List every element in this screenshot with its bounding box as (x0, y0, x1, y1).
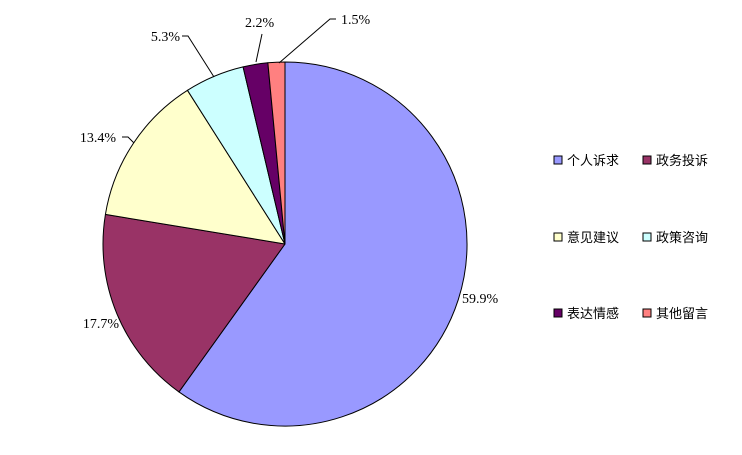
label-leader-lines (122, 18, 336, 144)
slice-percent-label: 17.7% (83, 317, 120, 332)
slice-percent-label: 1.5% (341, 13, 371, 28)
pie-slice (102, 213, 286, 393)
legend-swatch (642, 232, 652, 242)
legend-label: 政务投诉 (656, 153, 708, 169)
leader-line (122, 136, 135, 144)
legend-label: 个人诉求 (567, 154, 619, 169)
slice-percent-label: 5.3% (151, 30, 181, 45)
pie-slices (102, 61, 468, 427)
pie-slice (178, 61, 468, 427)
leader-line (278, 18, 336, 64)
legend-swatch (553, 308, 563, 318)
leader-line (255, 33, 263, 63)
pie-slice (267, 61, 286, 245)
leader-line (182, 35, 215, 78)
pie-slice (104, 89, 286, 245)
legend-swatch (553, 155, 563, 165)
legend-swatch (553, 232, 563, 242)
legend-label: 表达情感 (567, 306, 619, 322)
slice-percent-label: 13.4% (80, 131, 117, 146)
slice-percent-label: 59.9% (462, 292, 499, 307)
legend-label: 政策咨询 (656, 230, 708, 246)
percent-labels: 59.9% 17.7% 13.4% 5.3% 2.2% 1.5% (80, 13, 499, 332)
legend-label: 其他留言 (656, 307, 708, 322)
legend-swatch (642, 308, 652, 318)
legend-swatch (642, 155, 652, 165)
slice-percent-label: 2.2% (245, 16, 275, 31)
legend-label: 意见建议 (567, 230, 619, 246)
